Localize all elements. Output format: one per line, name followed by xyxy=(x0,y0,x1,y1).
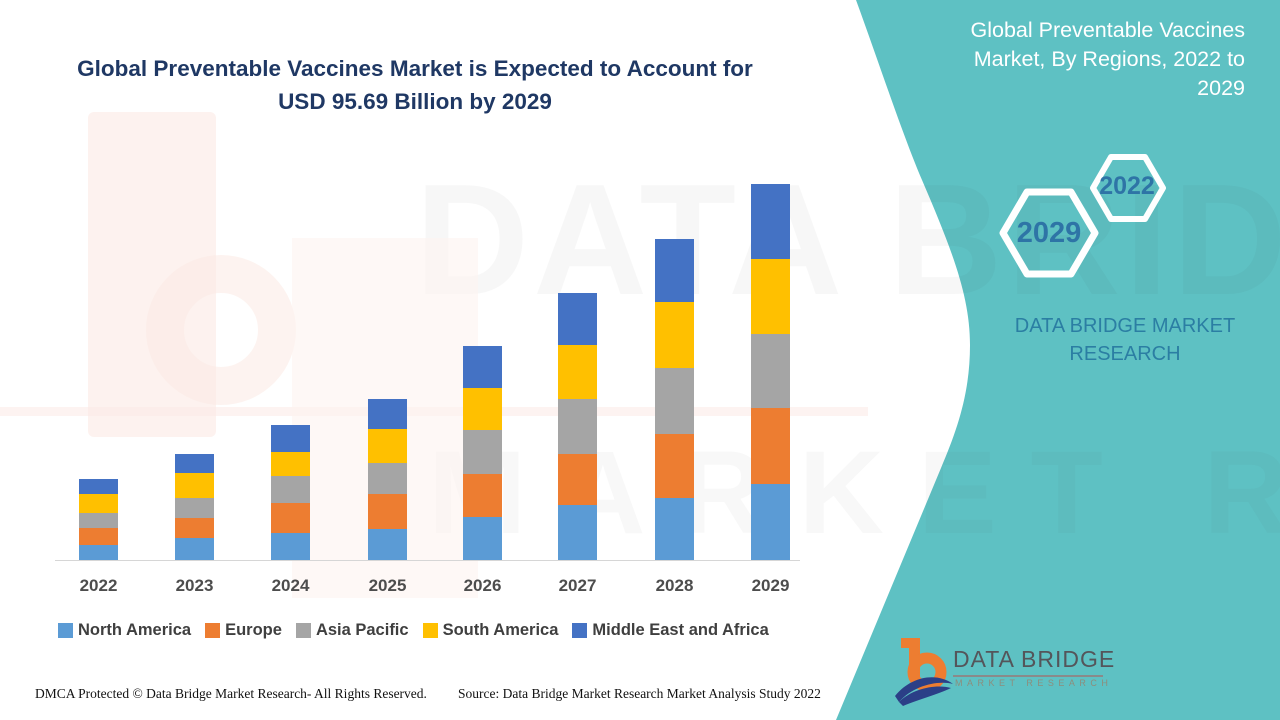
x-axis-label-2024: 2024 xyxy=(271,576,310,595)
bar-segment-2029-north-america xyxy=(751,484,790,560)
legend-label: North America xyxy=(78,620,192,639)
brand-name-line2: RESEARCH xyxy=(1069,343,1181,365)
bar-segment-2026-europe xyxy=(463,474,502,518)
bar-segment-2029-middle-east-and-africa xyxy=(751,183,790,260)
bar-segment-2024-europe xyxy=(271,503,310,533)
logo-wordmark: DATA BRIDGE xyxy=(953,646,1114,677)
legend-item-asia-pacific: Asia Pacific xyxy=(295,620,409,640)
bar-segment-2023-europe xyxy=(175,517,214,538)
bar-segment-2022-middle-east-and-africa xyxy=(79,479,118,495)
stacked-bar-plot: 2022 2023 2024 2025 2026 2027 2028 2029 xyxy=(55,183,800,595)
bar-segment-2023-south-america xyxy=(175,472,214,498)
bar-segment-2026-asia-pacific xyxy=(463,430,502,475)
bar-segment-2024-middle-east-and-africa xyxy=(271,424,310,452)
bar-segment-2025-asia-pacific xyxy=(368,462,407,494)
legend-item-north-america: North America xyxy=(58,621,191,640)
chart-title: Global Preventable Vaccines Market is Ex… xyxy=(20,52,810,118)
legend-label: South America xyxy=(442,620,559,639)
bar-segment-2022-south-america xyxy=(79,494,118,514)
bar-segment-2027-europe xyxy=(558,453,597,505)
bar-segment-2027-south-america xyxy=(558,345,597,399)
bar-segment-2029-asia-pacific xyxy=(751,334,790,409)
chart-title-line2: USD 95.69 Billion by 2029 xyxy=(278,89,552,114)
x-axis-line xyxy=(55,560,800,561)
hexagon-2029-label: 2029 xyxy=(1016,217,1082,249)
x-axis-label-2029: 2029 xyxy=(751,576,790,595)
bar-segment-2028-north-america xyxy=(655,497,694,560)
bar-segment-2024-north-america xyxy=(271,532,310,560)
footer-source: Source: Data Bridge Market Research Mark… xyxy=(458,686,821,701)
bar-segment-2029-south-america xyxy=(751,259,790,335)
side-panel-title-line3: 2029 xyxy=(1197,76,1245,100)
bar-segment-2025-europe xyxy=(368,494,407,529)
legend-item-europe: Europe xyxy=(205,621,282,640)
bar-segment-2023-north-america xyxy=(175,538,214,560)
bar-segment-2027-middle-east-and-africa xyxy=(558,293,597,346)
data-bridge-logo: DATA BRIDGE MARKET RESEARCH xyxy=(893,634,1123,710)
hexagon-2022-icon xyxy=(1090,154,1166,222)
legend-item-middle-east-and-africa: Middle East and Africa xyxy=(572,620,769,640)
bar-segment-2025-north-america xyxy=(368,529,407,560)
footer-copyright: DMCA Protected © Data Bridge Market Rese… xyxy=(35,686,427,701)
legend-swatch-icon xyxy=(205,622,221,638)
bar-segment-2022-europe xyxy=(79,528,118,546)
brand-name-line1: DATA BRIDGE MARKET xyxy=(1014,315,1236,337)
data-bridge-logo-icon xyxy=(895,638,953,706)
logo-subtitle: MARKET RESEARCH xyxy=(955,678,1113,688)
bar-segment-2028-asia-pacific xyxy=(655,367,694,434)
side-panel-title: Global Preventable Vaccines Market, By R… xyxy=(930,16,1245,103)
bar-segment-2028-middle-east-and-africa xyxy=(655,238,694,302)
legend-swatch-icon xyxy=(572,622,588,638)
bar-segment-2026-south-america xyxy=(463,388,502,431)
bar-segment-2024-south-america xyxy=(271,451,310,476)
x-axis-label-2022: 2022 xyxy=(79,576,118,595)
brand-name-text: DATA BRIDGE MARKET RESEARCH xyxy=(1005,312,1245,368)
x-axis-label-2028: 2028 xyxy=(655,576,694,595)
bar-segment-2022-asia-pacific xyxy=(79,513,118,529)
hexagon-2029-icon xyxy=(999,188,1099,278)
chart-legend: North America Europe Asia Pacific South Ame… xyxy=(58,619,820,641)
bar-segment-2023-asia-pacific xyxy=(175,497,214,518)
hexagon-2022-label: 2022 xyxy=(1099,172,1155,200)
bar-segment-2026-middle-east-and-africa xyxy=(463,346,502,389)
bar-segment-2027-asia-pacific xyxy=(558,398,597,454)
bar-segment-2028-south-america xyxy=(655,301,694,368)
bar-segment-2024-asia-pacific xyxy=(271,475,310,503)
bar-segment-2028-europe xyxy=(655,433,694,498)
bar-segment-2025-middle-east-and-africa xyxy=(368,398,407,429)
bar-segment-2023-middle-east-and-africa xyxy=(175,453,214,473)
legend-swatch-icon xyxy=(422,622,438,638)
x-axis-label-2027: 2027 xyxy=(558,576,597,595)
legend-label: Asia Pacific xyxy=(315,620,409,639)
x-axis-label-2026: 2026 xyxy=(463,576,502,595)
x-axis-label-2023: 2023 xyxy=(175,576,214,595)
legend-swatch-icon xyxy=(58,622,73,638)
bar-segment-2026-north-america xyxy=(463,517,502,560)
legend-label: Europe xyxy=(225,620,282,639)
x-axis-label-2025: 2025 xyxy=(368,576,407,595)
chart-title-line1: Global Preventable Vaccines Market is Ex… xyxy=(77,56,753,81)
legend-item-south-america: South America xyxy=(422,620,559,640)
side-panel-title-line1: Global Preventable Vaccines xyxy=(970,18,1245,42)
bar-segment-2027-north-america xyxy=(558,505,597,560)
bar-segment-2025-south-america xyxy=(368,428,407,463)
legend-label: Middle East and Africa xyxy=(592,620,769,639)
bar-segment-2029-europe xyxy=(751,408,790,485)
legend-swatch-icon xyxy=(295,622,311,638)
bar-segment-2022-north-america xyxy=(79,545,118,560)
side-panel-title-line2: Market, By Regions, 2022 to xyxy=(973,47,1245,71)
